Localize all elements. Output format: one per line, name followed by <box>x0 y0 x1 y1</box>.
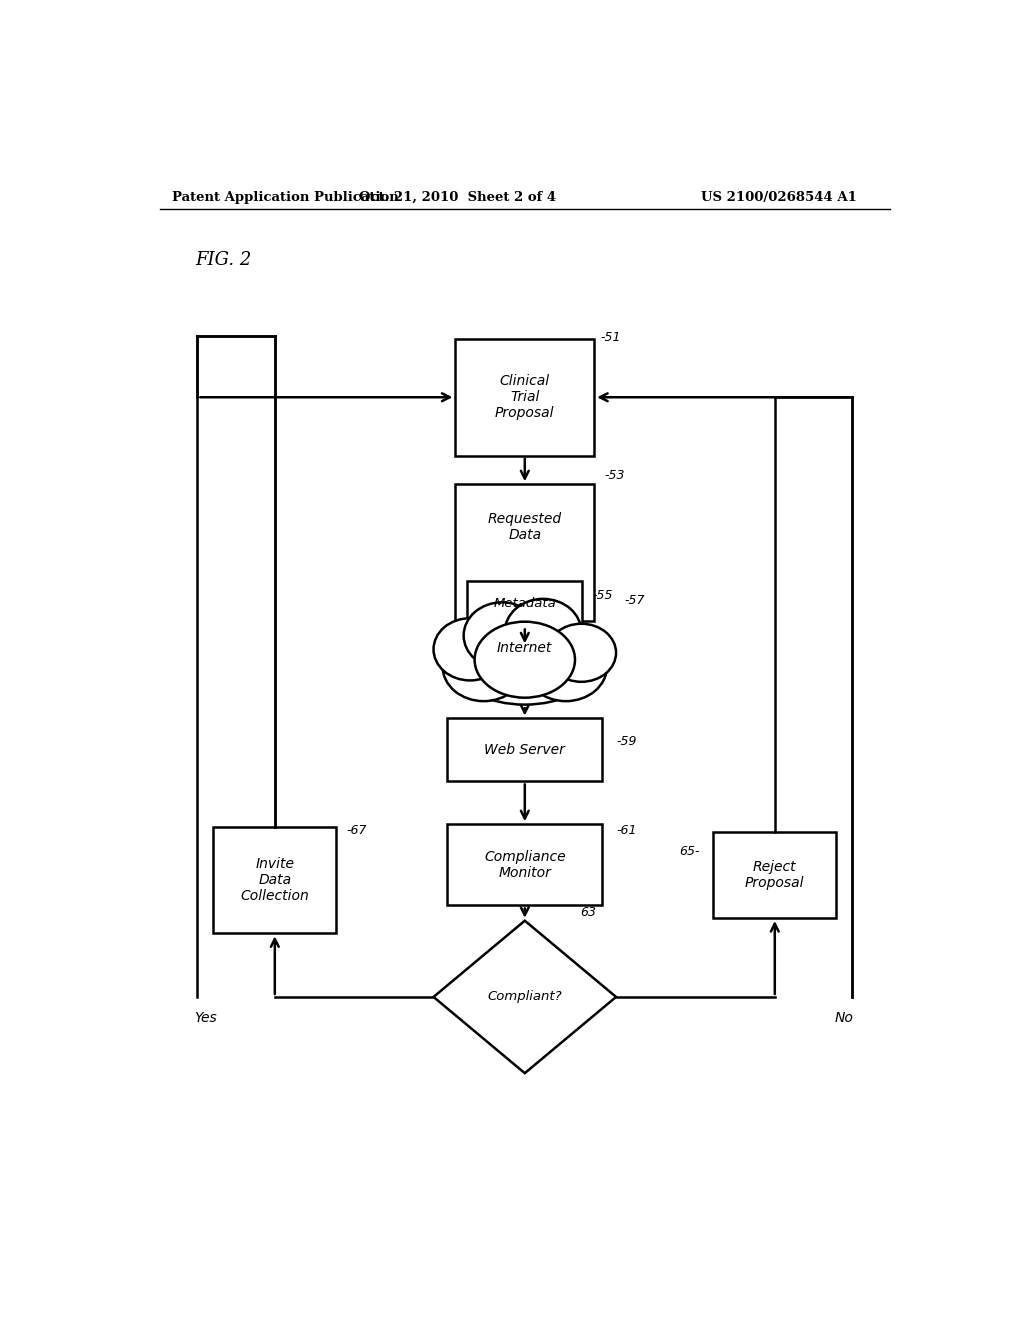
Ellipse shape <box>433 618 507 680</box>
Text: -57: -57 <box>624 594 644 607</box>
FancyBboxPatch shape <box>456 339 594 455</box>
Text: Metadata: Metadata <box>494 597 556 610</box>
Polygon shape <box>433 921 616 1073</box>
Ellipse shape <box>442 632 524 701</box>
Text: Oct. 21, 2010  Sheet 2 of 4: Oct. 21, 2010 Sheet 2 of 4 <box>358 190 556 203</box>
Text: -61: -61 <box>616 824 637 837</box>
FancyBboxPatch shape <box>213 826 336 933</box>
Ellipse shape <box>524 632 607 701</box>
FancyBboxPatch shape <box>714 832 837 919</box>
Text: Clinical
Trial
Proposal: Clinical Trial Proposal <box>495 374 555 421</box>
Text: Requested
Data: Requested Data <box>487 512 562 543</box>
Ellipse shape <box>464 602 541 669</box>
Text: Compliant?: Compliant? <box>487 990 562 1003</box>
Text: 65-: 65- <box>680 845 700 858</box>
Text: -59: -59 <box>616 735 637 748</box>
Text: 63: 63 <box>581 906 596 919</box>
Text: Yes: Yes <box>194 1011 217 1026</box>
Text: Internet: Internet <box>497 642 553 655</box>
Ellipse shape <box>457 628 593 705</box>
Text: FIG. 2: FIG. 2 <box>196 251 252 269</box>
Ellipse shape <box>505 599 582 665</box>
FancyBboxPatch shape <box>456 484 594 622</box>
Text: -55: -55 <box>592 589 612 602</box>
FancyBboxPatch shape <box>447 718 602 781</box>
Text: No: No <box>835 1011 854 1026</box>
Ellipse shape <box>547 624 616 682</box>
Text: -51: -51 <box>600 331 621 345</box>
Ellipse shape <box>474 622 575 698</box>
Text: Reject
Proposal: Reject Proposal <box>745 859 805 890</box>
Text: Compliance
Monitor: Compliance Monitor <box>484 850 565 880</box>
Text: -53: -53 <box>604 469 625 482</box>
Text: Web Server: Web Server <box>484 743 565 756</box>
FancyBboxPatch shape <box>467 581 583 627</box>
Text: US 2100/0268544 A1: US 2100/0268544 A1 <box>700 190 857 203</box>
Text: -67: -67 <box>346 824 367 837</box>
Text: Invite
Data
Collection: Invite Data Collection <box>241 857 309 903</box>
Text: Patent Application Publication: Patent Application Publication <box>172 190 398 203</box>
FancyBboxPatch shape <box>447 824 602 906</box>
